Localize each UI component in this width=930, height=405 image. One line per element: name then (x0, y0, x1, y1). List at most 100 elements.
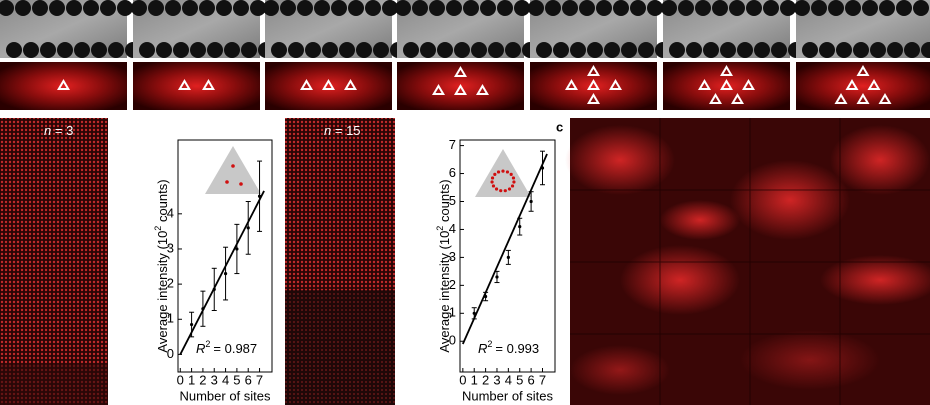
adsorbate (497, 0, 513, 16)
adsorbate (514, 0, 530, 16)
adsorbate (348, 0, 364, 16)
adsorbate (395, 0, 411, 16)
adsorbate (463, 0, 479, 16)
adsorbate (562, 0, 578, 16)
adsorbate (887, 42, 903, 58)
adsorbate (165, 0, 181, 16)
r-value: = 0.993 (495, 341, 539, 356)
scale-tick-label: 7 (399, 128, 406, 143)
panel-c-image (565, 118, 930, 405)
y-tick-label: 3 (449, 249, 456, 264)
scale-tick-label: 6 (399, 164, 406, 179)
data-point (212, 287, 216, 291)
adsorbate (686, 42, 702, 58)
triangle-marker (177, 79, 192, 90)
triangle-marker (741, 79, 756, 90)
y-tick-label: 2 (449, 277, 456, 292)
inset-site (493, 172, 497, 176)
adsorbate (190, 42, 206, 58)
y-tick-label: 5 (449, 193, 456, 208)
x-tick-label: 5 (516, 372, 523, 387)
inset-site (512, 180, 516, 184)
triangle-marker (564, 79, 579, 90)
r-squared: R2 = 0.993 (478, 339, 539, 356)
ldos-map (0, 62, 127, 110)
data-point (246, 226, 250, 230)
adsorbate (288, 42, 304, 58)
data-point (189, 322, 194, 327)
adsorbate (6, 42, 22, 58)
adsorbate (896, 0, 912, 16)
triangle-marker (586, 93, 601, 104)
x-tick-label: 7 (256, 372, 263, 387)
x-tick-label: 3 (493, 372, 500, 387)
adsorbate (271, 42, 287, 58)
fit-line (179, 190, 265, 355)
triangle-marker (475, 84, 490, 95)
adsorbate (412, 0, 428, 16)
adsorbate (305, 42, 321, 58)
adsorbate (845, 0, 861, 16)
r-sup: 2 (487, 339, 492, 349)
adsorbate (921, 42, 930, 58)
triangle-marker (201, 79, 216, 90)
y-axis-label: Average intensity (102 counts) (153, 179, 170, 352)
scale-tick-label: 3 (399, 270, 406, 285)
x-tick-label: 1 (471, 372, 478, 387)
x-tick-label: 6 (245, 372, 252, 387)
adsorbate (545, 0, 561, 16)
adsorbate (771, 42, 787, 58)
adsorbate (331, 0, 347, 16)
adsorbate (314, 0, 330, 16)
adsorbate (403, 42, 419, 58)
data-point (223, 271, 228, 276)
adsorbate (904, 42, 920, 58)
y-tick-label: 3 (167, 240, 174, 255)
adsorbate (297, 0, 313, 16)
triangle-marker (431, 84, 446, 95)
adsorbate (853, 42, 869, 58)
adsorbate (74, 42, 90, 58)
y-tick-label: 4 (449, 221, 456, 236)
adsorbate (173, 42, 189, 58)
adsorbate (638, 42, 654, 58)
site-image-shade (0, 365, 108, 405)
adsorbate (216, 0, 232, 16)
inset-triangle (475, 149, 531, 197)
adsorbate (446, 0, 462, 16)
scale-tick-label: 7 (113, 128, 120, 143)
triangle-marker (697, 79, 712, 90)
data-point (472, 311, 476, 315)
adsorbate (57, 42, 73, 58)
data-point (483, 294, 488, 299)
adsorbate (280, 0, 296, 16)
adsorbate (241, 42, 257, 58)
adsorbate (0, 0, 14, 16)
triangle-marker (719, 79, 734, 90)
scale-tick-label: 4 (399, 235, 406, 250)
triangle-marker (834, 93, 848, 104)
y-label-text: Average intensity (10 (155, 231, 170, 353)
x-tick-label: 5 (233, 372, 240, 387)
data-point (201, 307, 205, 311)
y-label-text: counts) (437, 179, 452, 225)
r-sup: 2 (205, 339, 210, 349)
adsorbate (356, 42, 372, 58)
site-image-dim (285, 290, 395, 405)
ldos-map (663, 62, 790, 110)
x-axis-label: Number of sites (462, 388, 554, 403)
r-squared: R2 = 0.987 (196, 339, 257, 356)
inset-site (491, 184, 496, 188)
y-tick-label: 1 (167, 311, 174, 326)
adsorbate (536, 42, 552, 58)
data-point (506, 255, 510, 259)
adsorbate (669, 42, 685, 58)
adsorbate (763, 0, 779, 16)
y-label-sup: 2 (153, 226, 163, 231)
triangle-marker (867, 79, 881, 90)
adsorbate (596, 0, 612, 16)
triangle-marker (708, 93, 723, 104)
adsorbate (40, 42, 56, 58)
x-axis-label: Number of sites (179, 388, 271, 403)
